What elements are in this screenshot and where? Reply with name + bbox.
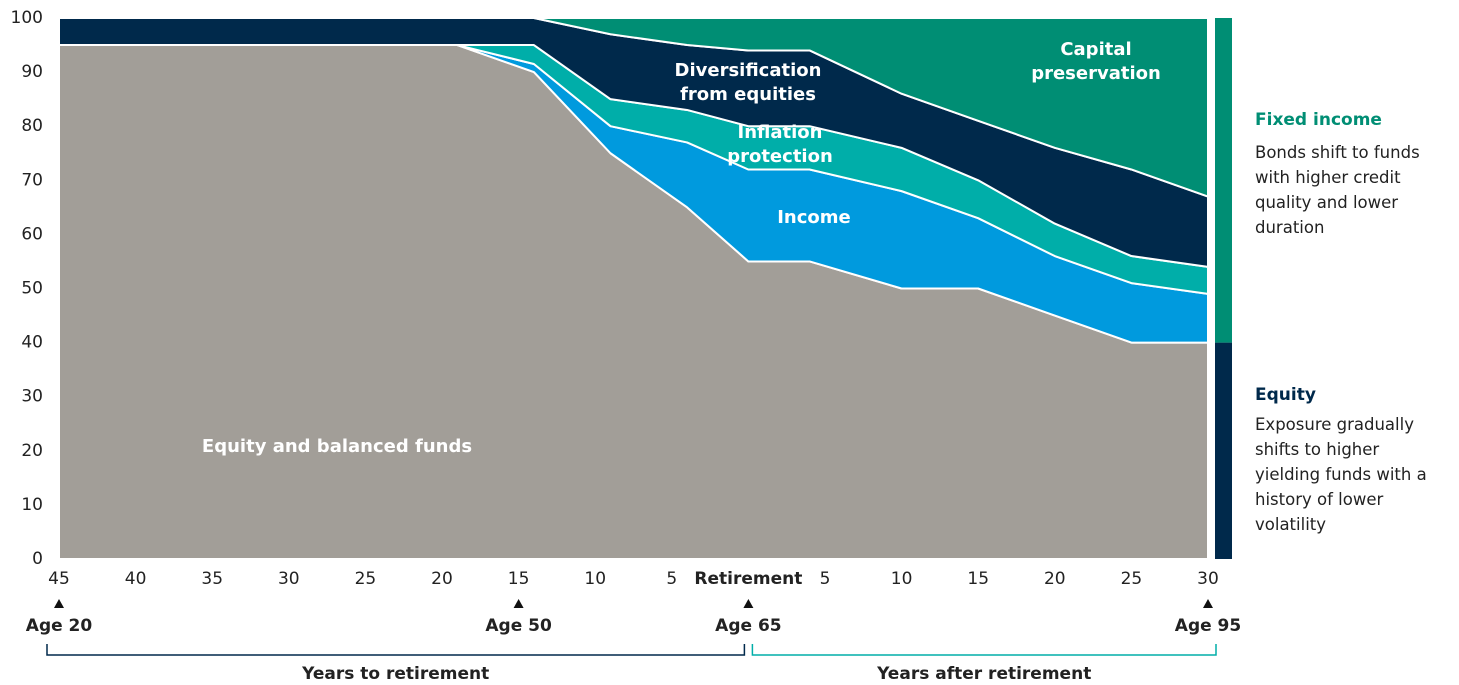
area-label: Inflation protection <box>727 122 833 167</box>
age-label: Age 65 <box>715 616 781 636</box>
span-bracket <box>751 644 1217 656</box>
y-tick-label: 80 <box>21 116 43 136</box>
area-label: Income <box>777 207 851 228</box>
x-tick-label: 25 <box>355 569 377 589</box>
x-tick-label: 20 <box>431 569 453 589</box>
y-tick-label: 10 <box>21 495 43 515</box>
area <box>58 17 1209 198</box>
x-tick-label: 5 <box>820 569 831 589</box>
x-tick-label: 40 <box>125 569 147 589</box>
allocation-description: Bonds shift to funds with higher credit … <box>1255 143 1420 237</box>
y-tick-label: 100 <box>11 8 43 28</box>
x-tick-label: 10 <box>584 569 606 589</box>
x-tick-label: 20 <box>1044 569 1066 589</box>
allocation-title: Equity <box>1255 385 1316 405</box>
allocation-segment <box>1215 342 1232 559</box>
y-tick-label: 40 <box>21 333 43 353</box>
x-tick-label: 5 <box>666 569 677 589</box>
area-label: Equity and balanced funds <box>201 436 473 457</box>
x-tick-label: 10 <box>891 569 913 589</box>
plot-edge <box>57 15 1210 17</box>
allocation-segment <box>1215 18 1232 343</box>
y-tick-label: 20 <box>21 441 43 461</box>
age-marker <box>54 599 64 608</box>
span-label: Years to retirement <box>301 664 489 684</box>
y-tick-label: 0 <box>32 549 43 569</box>
x-tick-label: 30 <box>278 569 300 589</box>
x-tick-label: 30 <box>1197 569 1219 589</box>
area-label: Capital preservation <box>1031 39 1161 84</box>
y-tick-label: 70 <box>21 170 43 190</box>
age-marker <box>743 599 754 608</box>
x-tick-label: Retirement <box>694 569 802 589</box>
span-bracket <box>46 644 746 656</box>
x-tick-label: 15 <box>967 569 989 589</box>
age-marker <box>513 599 524 608</box>
allocation-title: Fixed income <box>1255 110 1382 130</box>
area-label: Diversification from equities <box>674 60 822 105</box>
age-label: Age 20 <box>26 616 93 636</box>
x-tick-label: 35 <box>201 569 223 589</box>
y-tick-label: 50 <box>21 279 43 299</box>
age-label: Age 50 <box>485 616 552 636</box>
allocation-description: Exposure gradually shifts to higher yiel… <box>1255 415 1427 534</box>
age-marker <box>1203 599 1213 608</box>
y-tick-label: 30 <box>21 387 43 407</box>
span-label: Years after retirement <box>876 664 1091 684</box>
age-label: Age 95 <box>1175 616 1241 636</box>
x-tick-label: 15 <box>508 569 530 589</box>
x-tick-label: 45 <box>48 569 70 589</box>
y-tick-label: 90 <box>21 62 43 82</box>
x-tick-label: 25 <box>1121 569 1143 589</box>
y-tick-label: 60 <box>21 224 43 244</box>
